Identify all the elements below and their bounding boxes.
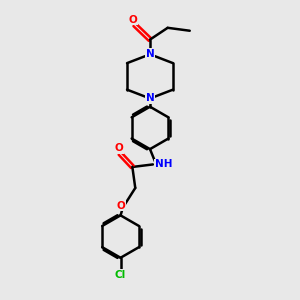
Text: Cl: Cl: [115, 269, 126, 280]
Text: O: O: [117, 201, 125, 211]
Text: O: O: [129, 15, 138, 25]
Text: O: O: [114, 143, 123, 153]
Text: N: N: [146, 49, 154, 59]
Text: N: N: [146, 94, 154, 103]
Text: NH: NH: [154, 159, 172, 170]
